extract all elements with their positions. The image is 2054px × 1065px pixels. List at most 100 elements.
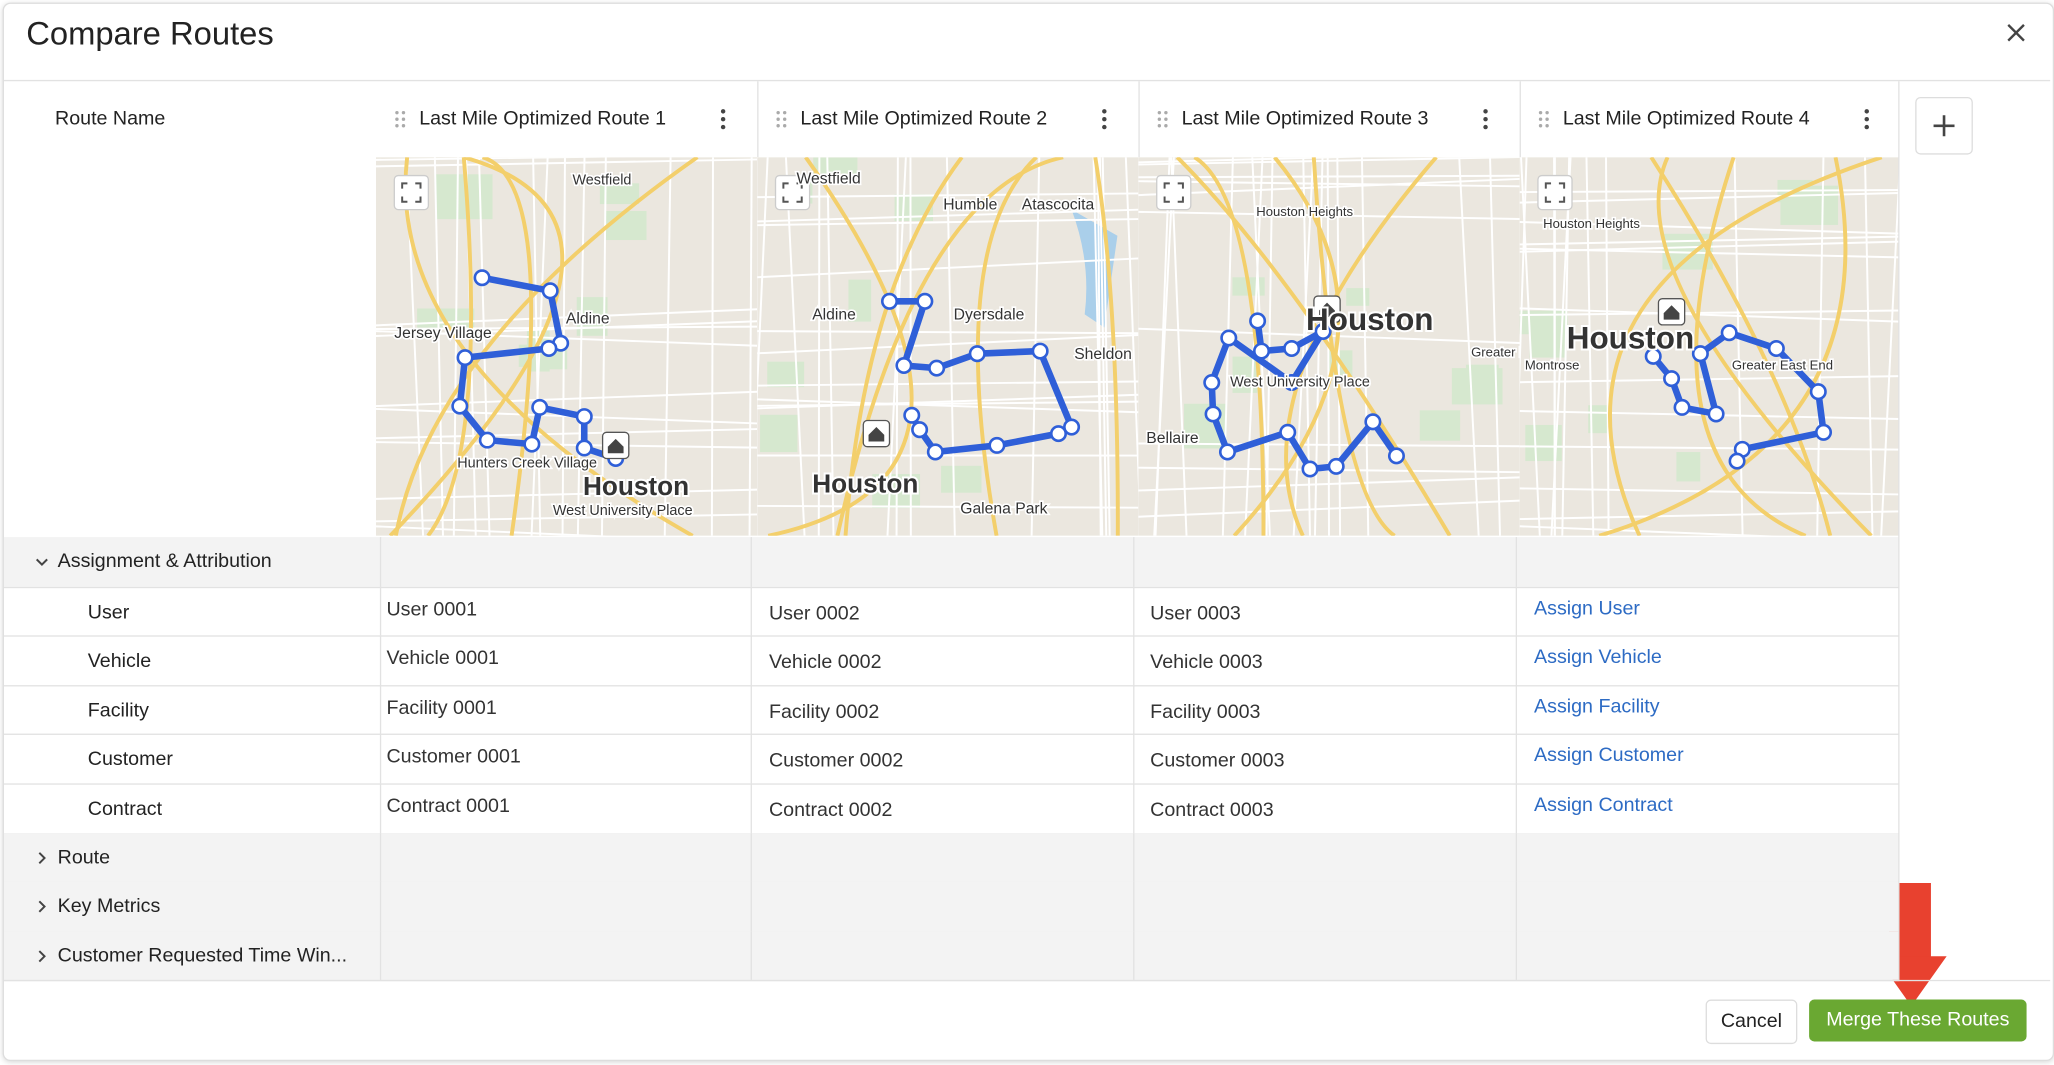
drag-handle[interactable] [776, 109, 789, 130]
cell-divider [1515, 931, 1517, 981]
cell-divider [1133, 931, 1135, 981]
section-row[interactable] [3, 931, 1900, 981]
highway [1694, 157, 1807, 536]
drag-handle[interactable] [1538, 109, 1551, 130]
cell-divider [1133, 537, 1135, 587]
dot [1538, 110, 1543, 115]
highway [1649, 157, 1833, 536]
footer-divider [3, 980, 2051, 982]
depot-icon [1663, 305, 1680, 320]
cell-divider [750, 832, 752, 882]
cell-divider [379, 537, 382, 587]
assign-link[interactable]: Assign User [1534, 596, 1640, 620]
park [760, 414, 798, 453]
road [1519, 510, 1900, 521]
dot [776, 110, 780, 115]
kebab-menu[interactable] [1479, 107, 1492, 131]
close-button[interactable] [2002, 18, 2031, 47]
assign-link[interactable]: Assign Contract [1534, 793, 1673, 817]
stop [473, 269, 491, 287]
map-label: Greater East End [1732, 357, 1833, 372]
kebab-menu[interactable] [1098, 107, 1111, 131]
drag-handle[interactable] [394, 109, 407, 130]
merge-button[interactable]: Merge These Routes [1809, 999, 2027, 1042]
chevron[interactable] [34, 850, 50, 866]
highway [1598, 157, 1848, 536]
expand-button [1156, 174, 1192, 211]
cell-divider [750, 537, 752, 587]
assign-link[interactable]: Assign Customer [1534, 744, 1684, 767]
expand-icon [1163, 182, 1184, 203]
row-label: Contract [87, 797, 163, 821]
dot [1864, 109, 1869, 114]
map-label: Bellaire [1146, 430, 1199, 447]
table-edge [1898, 81, 1900, 981]
chevron[interactable] [34, 554, 50, 570]
route-header: Last Mile Optimized Route 2 [800, 107, 1048, 130]
assign-link[interactable]: Assign Facility [1534, 695, 1660, 718]
dot [1538, 124, 1543, 128]
cell-value: User 0003 [1150, 602, 1241, 625]
drag-handle[interactable] [1157, 109, 1170, 130]
row-divider [3, 783, 1900, 785]
highway [1656, 157, 1873, 536]
route-map[interactable]: Houston Heights Houston Bellaire West Unive… [1138, 157, 1520, 536]
road [1519, 445, 1900, 451]
stop [1314, 322, 1332, 340]
map-label: West University Place [553, 503, 693, 519]
assign-link[interactable]: Assign Vehicle [1534, 646, 1662, 669]
map-label: West University Place [1230, 374, 1370, 390]
dot [720, 116, 726, 122]
section-label: Route [57, 845, 111, 868]
stop [1809, 383, 1827, 401]
road [1170, 157, 1188, 536]
section-row[interactable] [3, 881, 1900, 932]
cell-divider [1133, 586, 1135, 636]
stop [540, 339, 558, 357]
stop [916, 292, 934, 310]
route-map[interactable]: Westfield Humble Atascocita Aldine Dyersdale… [757, 157, 1139, 536]
dot [720, 124, 726, 130]
kebab-menu[interactable] [1860, 107, 1873, 131]
dot [1864, 124, 1869, 130]
route-map[interactable]: Westfield Aldine Jersey Village Hunters Cre… [375, 157, 758, 536]
map-label: Galena Park [960, 501, 1047, 518]
add-route-button[interactable] [1915, 96, 1973, 155]
cell-divider [379, 586, 382, 636]
dot [395, 110, 399, 115]
section-row[interactable] [3, 537, 1900, 587]
column-divider [1519, 81, 1521, 158]
expand-button [1537, 174, 1573, 211]
highway [1608, 157, 1883, 536]
expand-icon [1544, 182, 1566, 203]
cancel-button[interactable]: Cancel [1705, 999, 1798, 1045]
road [1519, 189, 1900, 194]
dot [1483, 116, 1488, 122]
stop [1283, 339, 1301, 357]
road [1244, 157, 1264, 536]
cell-divider [1515, 635, 1517, 685]
map-label: Houston [583, 471, 689, 501]
dot [1545, 117, 1549, 121]
road [1138, 177, 1520, 197]
cell-divider [379, 635, 382, 685]
road [1124, 157, 1139, 496]
highway [1193, 157, 1266, 536]
dot [1483, 109, 1488, 114]
section-row[interactable] [3, 832, 1900, 882]
road [576, 157, 586, 536]
kebab-menu[interactable] [717, 107, 730, 131]
cell-divider [1133, 635, 1135, 685]
road [1154, 157, 1171, 536]
expand-icon [782, 182, 803, 203]
map-label: Humble [943, 197, 997, 214]
stop [1301, 460, 1319, 478]
route-map[interactable]: Houston Heights Houston Montrose Greater Ea… [1519, 157, 1900, 536]
chevron[interactable] [34, 948, 50, 964]
cell-value: Vehicle 0003 [1150, 651, 1263, 674]
chevron[interactable] [34, 899, 50, 915]
road [1585, 157, 1595, 536]
stop [1049, 425, 1067, 443]
road [663, 157, 672, 536]
dot [401, 124, 406, 128]
